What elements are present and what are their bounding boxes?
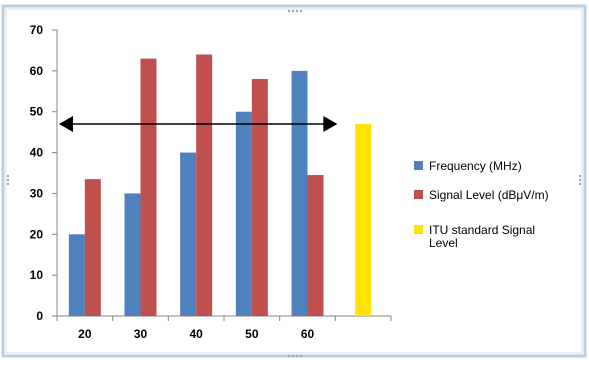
bar xyxy=(355,123,372,316)
x-tick-label: 40 xyxy=(189,327,203,341)
plot-area: 0 10 20 30 40 50 60 70 20 30 40 50 60 xyxy=(30,23,392,341)
legend-label: ITU standard Signal xyxy=(429,223,535,237)
bar xyxy=(140,58,157,316)
resize-handle-left-dot[interactable] xyxy=(6,182,10,186)
bar xyxy=(291,70,308,316)
x-tick-label: 20 xyxy=(78,327,92,341)
bar xyxy=(196,54,213,317)
y-tick-label: 10 xyxy=(30,268,44,282)
resize-handle-bottom-dot[interactable] xyxy=(287,354,291,358)
legend-swatch xyxy=(414,190,423,199)
y-tick-label: 20 xyxy=(30,227,44,241)
y-tick-label: 40 xyxy=(30,146,44,160)
resize-handle-right-dot[interactable] xyxy=(578,178,582,182)
bar xyxy=(84,179,101,316)
chart-area-inner-border xyxy=(5,8,583,354)
resize-handle-bottom-dot[interactable] xyxy=(295,354,299,358)
x-tick-label: 60 xyxy=(301,327,315,341)
resize-handle-top-dot[interactable] xyxy=(299,9,303,13)
y-tick-label: 0 xyxy=(36,309,43,323)
bar xyxy=(235,111,252,316)
bar xyxy=(180,152,197,316)
legend-label: Signal Level (dBμV/m) xyxy=(429,188,549,202)
resize-handle-left-dot[interactable] xyxy=(6,174,10,178)
resize-handle-left-dot[interactable] xyxy=(6,178,10,182)
resize-handle-right-dot[interactable] xyxy=(578,182,582,186)
y-tick-label: 60 xyxy=(30,64,44,78)
legend-label: Frequency (MHz) xyxy=(429,159,522,173)
bar xyxy=(124,193,141,316)
resize-handle-top-dot[interactable] xyxy=(291,9,295,13)
bar xyxy=(68,234,85,316)
resize-handle-top-dot[interactable] xyxy=(295,9,299,13)
resize-handle-bottom-dot[interactable] xyxy=(291,354,295,358)
resize-handle-bottom-dot[interactable] xyxy=(299,354,303,358)
y-tick-label: 50 xyxy=(30,105,44,119)
legend-swatch xyxy=(414,225,423,234)
bar xyxy=(251,79,268,317)
y-tick-label: 30 xyxy=(30,186,44,200)
x-tick-label: 50 xyxy=(245,327,259,341)
annotation-arrow-head-left xyxy=(59,115,73,132)
x-tick-label: 30 xyxy=(134,327,148,341)
legend-swatch xyxy=(414,161,423,170)
resize-handle-right-dot[interactable] xyxy=(578,174,582,178)
resize-handles[interactable] xyxy=(6,9,582,358)
annotation-arrow-head-right xyxy=(323,115,338,132)
bar xyxy=(307,175,324,316)
legend-label: Level xyxy=(429,236,458,250)
legend: Frequency (MHz) Signal Level (dBμV/m) ITU … xyxy=(414,159,549,250)
resize-handle-top-dot[interactable] xyxy=(287,9,291,13)
y-tick-label: 70 xyxy=(30,23,44,37)
